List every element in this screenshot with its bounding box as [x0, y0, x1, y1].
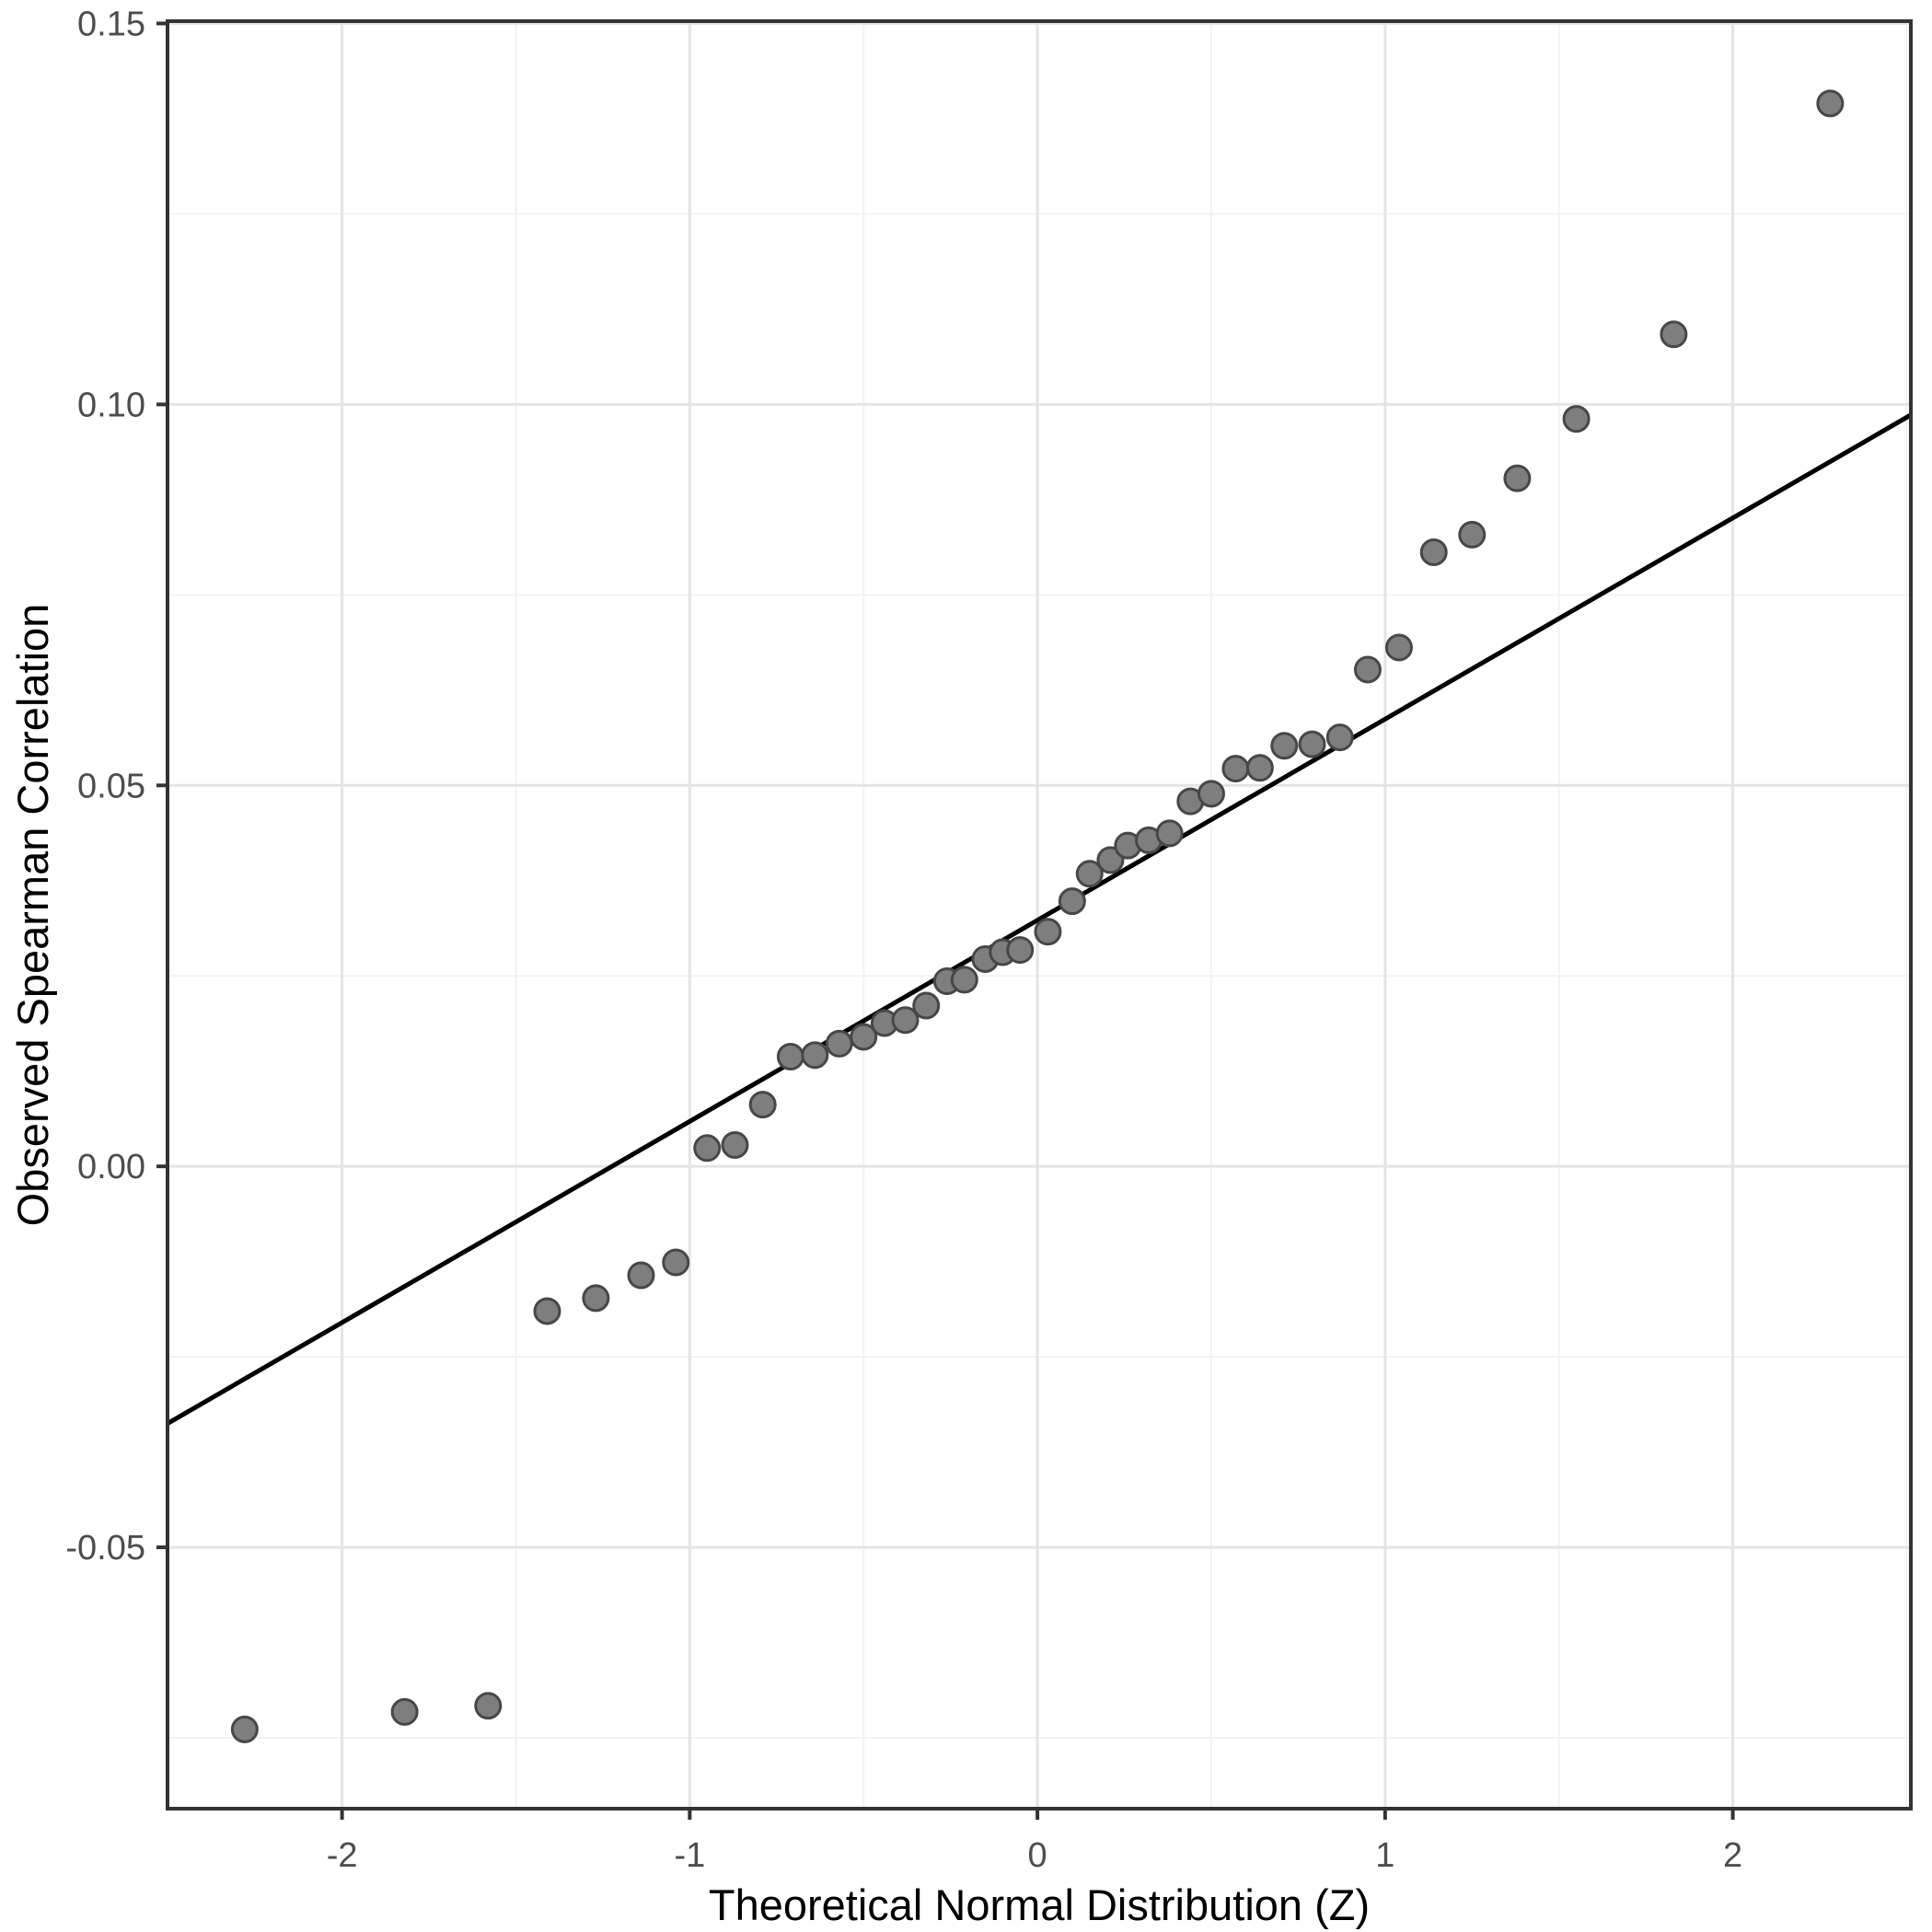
data-point [1562, 405, 1591, 434]
x-tick-label: -1 [674, 1836, 705, 1875]
y-tick-label: 0.15 [77, 5, 145, 43]
data-point [1034, 918, 1062, 946]
data-point [1816, 89, 1845, 118]
x-tick-label: 1 [1375, 1836, 1394, 1875]
data-point [1155, 819, 1184, 848]
data-point [1058, 887, 1086, 916]
data-point [1270, 732, 1299, 760]
data-point [533, 1297, 561, 1325]
x-tick-label: -2 [327, 1836, 358, 1875]
data-point [582, 1284, 610, 1313]
data-point [950, 966, 978, 994]
data-point [1419, 538, 1448, 566]
x-tick-label: 0 [1028, 1836, 1047, 1875]
y-axis-title: Observed Spearman Correlation [8, 603, 57, 1227]
data-point [1353, 655, 1382, 684]
data-point [1221, 755, 1250, 783]
data-point [390, 1697, 419, 1726]
data-point [748, 1091, 777, 1119]
data-point [1245, 754, 1274, 782]
qq-reference-line [166, 412, 1913, 1426]
data-point [1197, 780, 1225, 808]
data-point [474, 1692, 503, 1720]
data-point [1298, 730, 1326, 758]
y-tick-label: -0.05 [65, 1529, 145, 1568]
y-tick-label: 0.10 [77, 386, 145, 424]
data-point [230, 1715, 259, 1743]
data-point [721, 1130, 749, 1159]
data-point [662, 1248, 690, 1277]
data-point [1458, 520, 1487, 549]
data-point [1325, 723, 1354, 752]
y-tick-label: 0.00 [77, 1148, 145, 1186]
data-point [1503, 464, 1532, 492]
data-point [891, 1006, 920, 1035]
data-point [850, 1023, 878, 1051]
x-tick-label: 2 [1723, 1836, 1742, 1875]
y-tick-label: 0.05 [77, 767, 145, 805]
x-axis-title: Theoretical Normal Distribution (Z) [708, 1880, 1371, 1929]
data-point [776, 1042, 804, 1070]
data-point [801, 1041, 829, 1070]
data-point [1075, 860, 1104, 888]
data-point [1384, 633, 1413, 662]
panel-border [166, 19, 1913, 1811]
data-point [912, 991, 941, 1020]
data-point [1006, 936, 1035, 965]
data-point [1660, 320, 1688, 349]
data-point [627, 1261, 655, 1290]
data-point [825, 1029, 853, 1058]
data-point [693, 1134, 722, 1163]
data-point [1096, 846, 1125, 874]
